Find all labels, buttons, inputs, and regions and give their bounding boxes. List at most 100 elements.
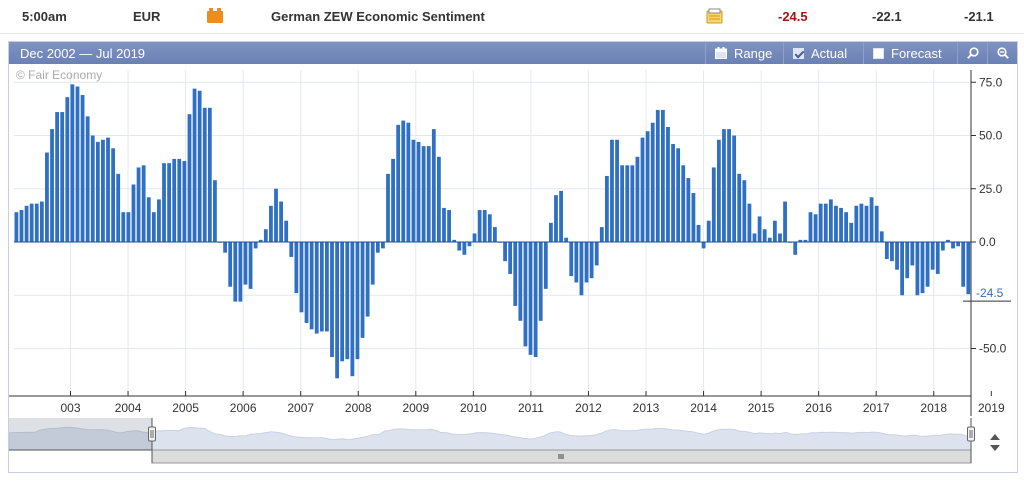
- x-tick-label: 003: [60, 401, 80, 415]
- zoom-out-button[interactable]: [987, 42, 1017, 64]
- x-tick-label: 2009: [402, 401, 429, 415]
- previous-value: -21.1: [964, 9, 994, 24]
- data-bar: [340, 242, 345, 362]
- x-tick-label: 2014: [690, 401, 717, 415]
- data-bar: [50, 129, 54, 242]
- data-bar: [895, 242, 899, 270]
- axes: 75.0 50.0 25.0 0.0 -50.0 -24.5 003 2004 2005 2006…: [9, 70, 1011, 416]
- data-bar: [207, 107, 212, 242]
- data-bar: [442, 207, 446, 242]
- data-bar: [635, 156, 640, 242]
- data-bar: [956, 242, 961, 247]
- data-bar: [370, 242, 375, 285]
- data-bar: [818, 203, 823, 242]
- data-bar: [284, 220, 289, 242]
- data-bar: [452, 239, 457, 242]
- data-bar: [951, 242, 955, 249]
- chart-panel: Dec 2002 — Jul 2019 Range Actual Forecas…: [8, 41, 1018, 473]
- data-bar: [457, 242, 462, 251]
- data-bar: [258, 239, 263, 242]
- data-bar: [604, 175, 609, 242]
- data-bar: [70, 84, 75, 242]
- data-bar: [599, 227, 604, 242]
- data-bar: [233, 242, 238, 302]
- forecast-value: -22.1: [872, 9, 902, 24]
- data-bar: [767, 237, 772, 242]
- data-bar: [900, 242, 905, 296]
- range-navigator[interactable]: [9, 418, 1000, 464]
- scroll-up-arrow-icon: [990, 434, 1000, 440]
- data-bar: [299, 242, 304, 313]
- data-bar: [197, 90, 202, 242]
- data-bar: [798, 239, 803, 242]
- event-title[interactable]: German ZEW Economic Sentiment: [271, 9, 485, 24]
- data-bar: [910, 242, 915, 266]
- current-value-label: -24.5: [976, 286, 1004, 300]
- data-bar: [253, 242, 258, 249]
- data-bar: [482, 210, 487, 242]
- data-bar: [289, 242, 294, 257]
- data-bar: [238, 242, 243, 302]
- data-bar: [90, 135, 95, 242]
- range-button-label: Range: [734, 45, 773, 61]
- data-bar: [655, 109, 660, 242]
- range-button[interactable]: Range: [705, 42, 783, 64]
- data-bar: [19, 210, 24, 242]
- data-bar: [615, 139, 619, 242]
- actual-toggle[interactable]: Actual: [783, 42, 863, 64]
- data-bar: [920, 242, 925, 294]
- data-bar: [737, 173, 742, 242]
- data-bar: [508, 242, 513, 274]
- event-time: 5:00am: [22, 9, 67, 24]
- data-bar: [493, 227, 497, 242]
- data-bar: [808, 212, 813, 242]
- date-range-label: Dec 2002 — Jul 2019: [20, 46, 146, 61]
- x-tick-label: 2015: [748, 401, 775, 415]
- data-bar: [182, 161, 187, 242]
- data-bar: [823, 203, 828, 242]
- data-bar: [381, 242, 385, 249]
- data-bar: [696, 224, 701, 242]
- data-bar: [834, 205, 838, 242]
- event-detail-icon[interactable]: [706, 8, 723, 24]
- data-bar: [594, 242, 599, 266]
- y-tick-label: -50.0: [979, 342, 1007, 356]
- data-bar: [29, 203, 34, 242]
- data-bar: [39, 201, 44, 242]
- actual-checkbox-icon[interactable]: [793, 47, 804, 59]
- data-bar: [126, 212, 131, 242]
- data-bar: [345, 242, 350, 360]
- data-bar: [421, 146, 426, 242]
- data-bar: [890, 242, 894, 262]
- data-bar: [55, 112, 60, 242]
- data-bar: [676, 148, 681, 242]
- data-bar: [487, 214, 492, 242]
- forecast-toggle-label: Forecast: [891, 45, 942, 61]
- forecast-toggle[interactable]: Forecast: [863, 42, 957, 64]
- x-tick-label: 2019: [978, 401, 1005, 415]
- x-tick-label: 2006: [230, 401, 257, 415]
- data-bar: [691, 193, 696, 242]
- data-bar: [136, 167, 141, 242]
- bar-series: [14, 84, 971, 379]
- data-bar: [747, 203, 752, 242]
- forecast-checkbox-icon[interactable]: [873, 47, 884, 59]
- data-bar: [472, 233, 477, 242]
- data-bar: [75, 86, 80, 242]
- x-tick-label: 2012: [575, 401, 602, 415]
- data-bar: [554, 195, 558, 242]
- data-bar: [65, 97, 70, 242]
- data-bar: [722, 129, 726, 242]
- data-bar: [213, 180, 217, 242]
- data-bar: [167, 163, 172, 242]
- data-bar: [625, 165, 630, 242]
- calendar-icon: [715, 47, 727, 59]
- data-bar: [309, 242, 314, 330]
- data-bar: [172, 158, 177, 242]
- zoom-in-button[interactable]: [957, 42, 987, 64]
- data-bar: [151, 212, 156, 242]
- data-bar: [859, 203, 864, 242]
- navigator-minimap: [9, 426, 972, 451]
- grid-lines: [14, 70, 971, 396]
- data-bar: [681, 165, 686, 242]
